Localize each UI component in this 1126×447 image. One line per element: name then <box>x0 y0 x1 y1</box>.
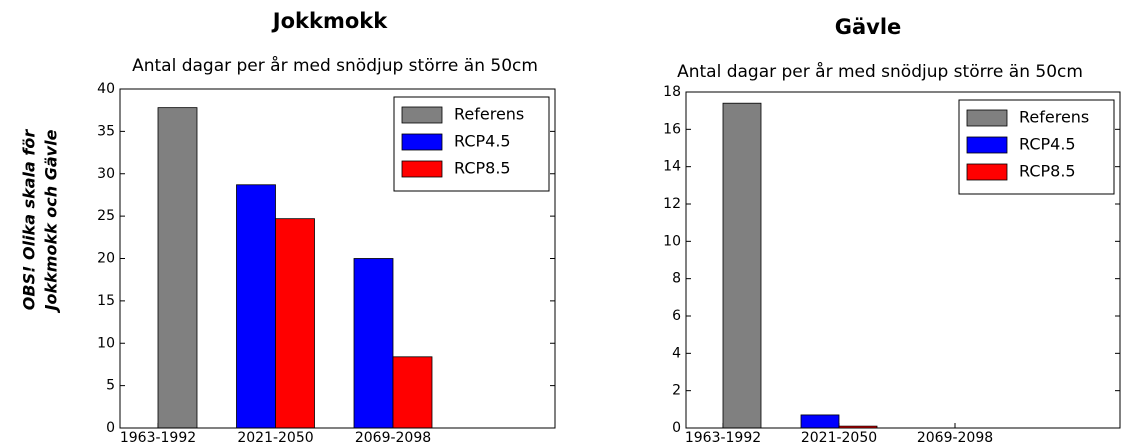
chart-subtitle: Antal dagar per år med snödjup större än… <box>677 61 1083 82</box>
y-tick-label: 0 <box>106 420 115 436</box>
y-tick-label: 20 <box>97 251 115 267</box>
legend-swatch <box>966 163 1008 181</box>
y-tick-label: 6 <box>672 308 681 324</box>
y-tick-label: 25 <box>97 208 115 224</box>
legend-label: Referens <box>454 105 524 124</box>
chart-title: Jokkmokk <box>271 9 388 33</box>
bar <box>275 218 315 429</box>
legend-swatch <box>401 106 443 124</box>
y-tick-label: 35 <box>97 123 115 139</box>
x-tick-label: 2069-2098 <box>355 430 431 446</box>
legend-swatch <box>401 133 443 151</box>
legend-label: Referens <box>1019 108 1089 127</box>
bar <box>392 356 433 429</box>
chart-subtitle: Antal dagar per år med snödjup större än… <box>132 55 538 76</box>
plot-frame <box>119 88 556 429</box>
x-tick-label: 2021-2050 <box>801 430 877 446</box>
x-tick-label: 2021-2050 <box>237 430 313 446</box>
y-tick-label: 8 <box>672 271 681 287</box>
note: OBS! Olika skala för Jokkmokk och Gävle <box>20 129 61 314</box>
y-tick-label: 2 <box>672 383 681 399</box>
y-tick-label: 15 <box>97 293 115 309</box>
bar <box>800 414 840 429</box>
legend-label: RCP8.5 <box>454 159 511 178</box>
bar <box>722 102 762 429</box>
bar <box>353 258 394 429</box>
legend-swatch <box>966 136 1008 154</box>
x-tick-label: 1963-1992 <box>685 430 761 446</box>
y-tick-label: 10 <box>663 233 681 249</box>
y-tick-label: 30 <box>97 166 115 182</box>
x-tick-label: 2069-2098 <box>917 430 993 446</box>
y-tick-label: 4 <box>672 345 681 361</box>
legend-label: RCP8.5 <box>1019 162 1076 181</box>
note-line: OBS! Olika skala för <box>20 129 39 311</box>
legend-label: RCP4.5 <box>1019 135 1076 154</box>
x-tick-label: 1963-1992 <box>120 430 196 446</box>
y-tick-label: 0 <box>672 420 681 436</box>
y-tick-label: 40 <box>97 81 115 97</box>
plot-frame <box>685 91 1121 429</box>
y-tick-label: 14 <box>663 159 681 175</box>
legend-label: RCP4.5 <box>454 132 511 151</box>
y-tick-label: 16 <box>663 121 681 137</box>
y-tick-label: 10 <box>97 335 115 351</box>
bar <box>236 184 276 429</box>
legend-swatch <box>401 160 443 178</box>
y-tick-label: 5 <box>106 378 115 394</box>
y-tick-label: 12 <box>663 196 681 212</box>
legend-swatch <box>966 109 1008 127</box>
chart-title: Gävle <box>835 15 902 39</box>
note-line: Jokkmokk och Gävle <box>42 129 61 313</box>
y-tick-label: 18 <box>663 84 681 100</box>
bar <box>157 107 198 429</box>
